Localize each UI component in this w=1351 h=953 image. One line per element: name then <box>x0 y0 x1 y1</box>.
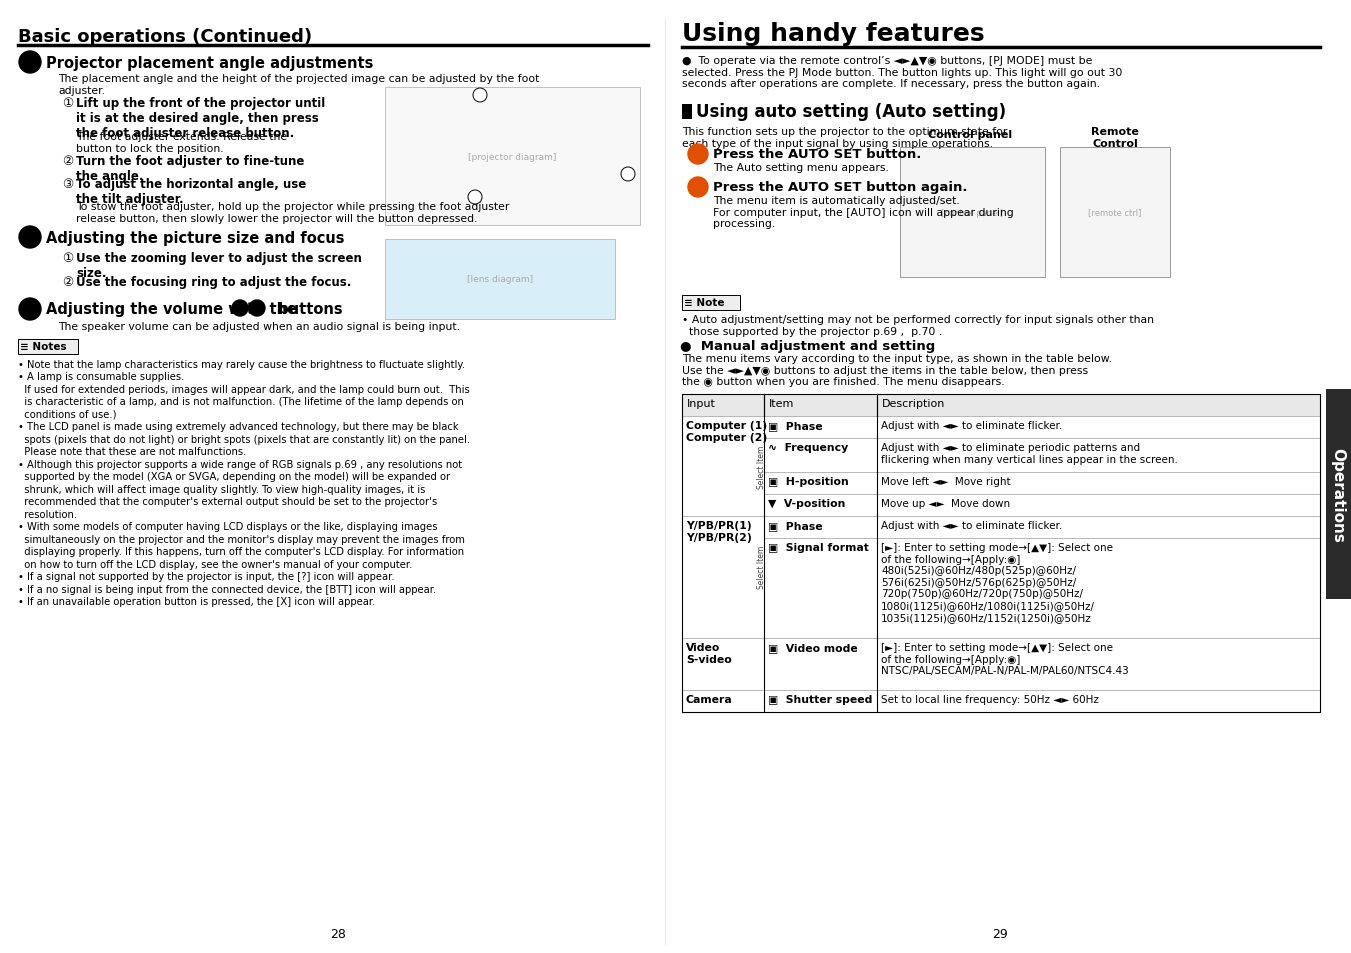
FancyBboxPatch shape <box>682 690 765 712</box>
Circle shape <box>19 52 41 74</box>
Text: The menu items vary according to the input type, as shown in the table below.
Us: The menu items vary according to the inp… <box>682 354 1112 387</box>
Text: To stow the foot adjuster, hold up the projector while pressing the foot adjuste: To stow the foot adjuster, hold up the p… <box>76 202 509 223</box>
Text: ∿  Frequency: ∿ Frequency <box>767 442 848 453</box>
Text: Adjust with ◄► to eliminate flicker.: Adjust with ◄► to eliminate flicker. <box>881 520 1062 531</box>
Text: ▣  Phase: ▣ Phase <box>767 420 823 431</box>
Text: recommended that the computer's external output should be set to the projector's: recommended that the computer's external… <box>18 497 438 507</box>
FancyBboxPatch shape <box>385 88 640 226</box>
Text: Video
S-video: Video S-video <box>686 642 732 664</box>
FancyBboxPatch shape <box>1325 390 1351 599</box>
Text: • Note that the lamp characteristics may rarely cause the brightness to fluctuat: • Note that the lamp characteristics may… <box>18 359 465 370</box>
Text: Set to local line frequency: 50Hz ◄► 60Hz: Set to local line frequency: 50Hz ◄► 60H… <box>881 695 1098 704</box>
FancyBboxPatch shape <box>877 517 1320 538</box>
Text: [control panel]: [control panel] <box>942 209 1002 217</box>
Text: supported by the model (XGA or SVGA, depending on the model) will be expanded or: supported by the model (XGA or SVGA, dep… <box>18 472 450 482</box>
Text: Press the AUTO SET button again.: Press the AUTO SET button again. <box>713 181 967 193</box>
Text: The menu item is automatically adjusted/set.
For computer input, the [AUTO] icon: The menu item is automatically adjusted/… <box>713 195 1013 229</box>
Text: ≡ Note: ≡ Note <box>684 297 724 308</box>
Text: Input: Input <box>688 398 716 409</box>
Text: displaying properly. If this happens, turn off the computer's LCD display. For i: displaying properly. If this happens, tu… <box>18 547 465 557</box>
Text: Remote
Control: Remote Control <box>1092 127 1139 149</box>
Text: • The LCD panel is made using extremely advanced technology, but there may be bl: • The LCD panel is made using extremely … <box>18 422 458 432</box>
Text: Select Item: Select Item <box>758 545 766 588</box>
Text: ▣  H-position: ▣ H-position <box>767 476 848 486</box>
Text: simultaneously on the projector and the monitor's display may prevent the images: simultaneously on the projector and the … <box>18 535 465 544</box>
FancyBboxPatch shape <box>877 538 1320 639</box>
Text: Adjusting the picture size and focus: Adjusting the picture size and focus <box>46 231 345 246</box>
Text: • If an unavailable operation button is pressed, the [X] icon will appear.: • If an unavailable operation button is … <box>18 597 376 607</box>
Text: ●  Manual adjustment and setting: ● Manual adjustment and setting <box>680 339 935 353</box>
Circle shape <box>249 301 265 316</box>
FancyBboxPatch shape <box>682 105 692 120</box>
Circle shape <box>688 145 708 165</box>
Text: 2: 2 <box>694 183 703 193</box>
Text: [►]: Enter to setting mode→[▲▼]: Select one
of the following→[Apply:◉]
480i(525i: [►]: Enter to setting mode→[▲▼]: Select … <box>881 542 1113 622</box>
Text: ≡ Notes: ≡ Notes <box>20 341 66 352</box>
Text: • If a no signal is being input from the connected device, the [BTT] icon will a: • If a no signal is being input from the… <box>18 584 436 595</box>
Circle shape <box>232 301 249 316</box>
Text: resolution.: resolution. <box>18 510 77 519</box>
Text: Adjust with ◄► to eliminate periodic patterns and
flickering when many vertical : Adjust with ◄► to eliminate periodic pat… <box>881 442 1178 464</box>
Text: Turn the foot adjuster to fine-tune
the angle.: Turn the foot adjuster to fine-tune the … <box>76 154 304 183</box>
FancyBboxPatch shape <box>877 473 1320 495</box>
Text: Use the focusing ring to adjust the focus.: Use the focusing ring to adjust the focu… <box>76 275 351 289</box>
Text: Move left ◄►  Move right: Move left ◄► Move right <box>881 476 1011 486</box>
Text: The foot adjuster extends. Release the
button to lock the position.: The foot adjuster extends. Release the b… <box>76 132 288 153</box>
Text: Description: Description <box>882 398 946 409</box>
Text: 1: 1 <box>694 150 703 160</box>
Text: • If a signal not supported by the projector is input, the [?] icon will appear.: • If a signal not supported by the proje… <box>18 572 394 582</box>
Text: To adjust the horizontal angle, use
the tilt adjuster.: To adjust the horizontal angle, use the … <box>76 178 307 206</box>
Text: 3: 3 <box>473 193 477 202</box>
FancyBboxPatch shape <box>682 639 765 690</box>
Text: The Auto setting menu appears.: The Auto setting menu appears. <box>713 163 889 172</box>
Circle shape <box>19 227 41 249</box>
Text: Using auto setting (Auto setting): Using auto setting (Auto setting) <box>696 103 1006 121</box>
Text: spots (pixels that do not light) or bright spots (pixels that are constantly lit: spots (pixels that do not light) or brig… <box>18 435 470 444</box>
FancyBboxPatch shape <box>765 538 877 639</box>
Text: ▼  V-position: ▼ V-position <box>767 498 846 509</box>
Text: Basic operations (Continued): Basic operations (Continued) <box>18 28 312 46</box>
Text: Camera: Camera <box>686 695 732 704</box>
Text: The speaker volume can be adjusted when an audio signal is being input.: The speaker volume can be adjusted when … <box>58 322 459 332</box>
FancyBboxPatch shape <box>765 690 877 712</box>
Text: Adjust with ◄► to eliminate flicker.: Adjust with ◄► to eliminate flicker. <box>881 420 1062 431</box>
Circle shape <box>473 89 486 103</box>
Text: Projector placement angle adjustments: Projector placement angle adjustments <box>46 56 373 71</box>
Text: 28: 28 <box>330 927 346 941</box>
Text: 29: 29 <box>992 927 1008 941</box>
FancyBboxPatch shape <box>682 517 765 639</box>
Text: ►: ► <box>254 304 259 314</box>
Text: ▣  Shutter speed: ▣ Shutter speed <box>767 695 873 704</box>
FancyBboxPatch shape <box>900 148 1046 277</box>
Text: ①: ① <box>62 252 73 265</box>
Text: is characteristic of a lamp, and is not malfunction. (The lifetime of the lamp d: is characteristic of a lamp, and is not … <box>18 397 463 407</box>
Text: ●  To operate via the remote control’s ◄►▲▼◉ buttons, [PJ MODE] must be
selected: ● To operate via the remote control’s ◄►… <box>682 56 1123 90</box>
Text: Item: Item <box>769 398 794 409</box>
Text: ▣  Signal format: ▣ Signal format <box>767 542 869 553</box>
Text: ③: ③ <box>62 178 73 191</box>
Text: Using handy features: Using handy features <box>682 22 985 46</box>
Text: Use the zooming lever to adjust the screen
size.: Use the zooming lever to adjust the scre… <box>76 252 362 280</box>
Text: [►]: Enter to setting mode→[▲▼]: Select one
of the following→[Apply:◉]
NTSC/PAL/: [►]: Enter to setting mode→[▲▼]: Select … <box>881 642 1128 676</box>
Text: ②: ② <box>62 154 73 168</box>
Text: ▣  Video mode: ▣ Video mode <box>767 642 858 652</box>
FancyBboxPatch shape <box>1061 148 1170 277</box>
Text: Adjusting the volume with the: Adjusting the volume with the <box>46 302 297 316</box>
FancyBboxPatch shape <box>877 438 1320 473</box>
Text: Y/PB/PR(1)
Y/PB/PR(2): Y/PB/PR(1) Y/PB/PR(2) <box>686 520 751 542</box>
FancyBboxPatch shape <box>765 473 877 495</box>
Text: [remote ctrl]: [remote ctrl] <box>1089 209 1142 217</box>
Circle shape <box>621 168 635 182</box>
Text: Select Item: Select Item <box>758 445 766 488</box>
Text: The placement angle and the height of the projected image can be adjusted by the: The placement angle and the height of th… <box>58 74 539 95</box>
FancyBboxPatch shape <box>765 495 877 517</box>
FancyBboxPatch shape <box>765 438 877 473</box>
Text: Press the AUTO SET button.: Press the AUTO SET button. <box>713 148 921 161</box>
Circle shape <box>688 178 708 198</box>
Text: 7: 7 <box>26 303 34 316</box>
Text: If used for extended periods, images will appear dark, and the lamp could burn o: If used for extended periods, images wil… <box>18 385 470 395</box>
Circle shape <box>467 191 482 205</box>
FancyBboxPatch shape <box>765 416 877 438</box>
FancyBboxPatch shape <box>682 295 740 311</box>
Text: 6: 6 <box>26 232 34 244</box>
